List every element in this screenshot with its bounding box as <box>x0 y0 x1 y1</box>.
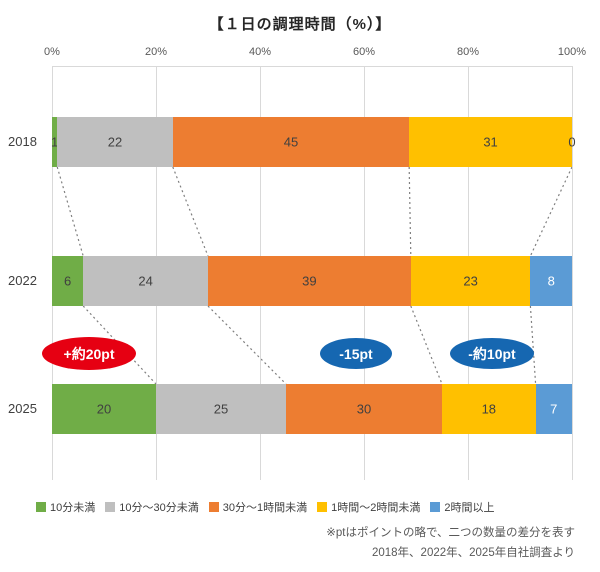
legend-item: 2時間以上 <box>430 499 494 515</box>
bar-segment: 23 <box>410 256 531 306</box>
legend-label: 30分～1時間未満 <box>222 502 308 514</box>
segment-value: 18 <box>481 401 497 417</box>
annotation-badge: -15pt <box>320 338 392 369</box>
bar-segment: 25 <box>156 384 286 434</box>
legend-item: 10分～30分未満 <box>105 499 199 515</box>
footnote-definition: ※ptはポイントの略で、二つの数量の差分を表す <box>326 527 575 539</box>
legend-label: 1時間～2時間未満 <box>331 502 421 514</box>
segment-value: 1 <box>51 134 59 150</box>
segment-value: 31 <box>483 134 498 150</box>
bar-segment: 18 <box>442 384 536 434</box>
legend-label: 2時間以上 <box>444 502 495 514</box>
legend-swatch <box>317 502 328 512</box>
bar-segment: 31 <box>409 117 572 167</box>
bar-2022: 6 24 39 23 8 <box>52 256 572 306</box>
legend-item: 30分～1時間未満 <box>208 499 308 515</box>
category-label: 2022 <box>8 273 37 288</box>
legend-swatch <box>208 502 219 512</box>
bar-segment: 7 <box>535 384 572 434</box>
chart-title: 【１日の調理時間（%）】 <box>208 16 392 33</box>
legend-label: 10分～30分未満 <box>119 502 199 514</box>
segment-value: 23 <box>463 273 478 289</box>
segment-value: 24 <box>138 273 153 289</box>
footnote-source: 2018年、2022年、2025年自社調査より <box>371 547 575 560</box>
segment-value: 6 <box>63 273 72 289</box>
axis-tick-label: 40% <box>248 46 272 58</box>
segment-value: 22 <box>107 134 123 150</box>
segment-value: 45 <box>283 134 299 150</box>
bar-segment: 1 <box>51 117 59 167</box>
segment-value: 7 <box>550 401 558 417</box>
gridline <box>572 66 573 480</box>
segment-value: 8 <box>547 273 555 289</box>
bar-segment: 30 <box>286 384 442 434</box>
axis-tick-label: 60% <box>352 46 376 58</box>
segment-value: 0 <box>568 134 576 150</box>
legend-item: 10分未満 <box>36 499 95 515</box>
category-label: 2025 <box>8 401 37 416</box>
bar-segment: 24 <box>83 256 208 306</box>
bar-segment: 22 <box>57 117 173 167</box>
segment-value: 20 <box>96 401 112 417</box>
x-axis-line <box>52 66 572 67</box>
segment-value: 25 <box>213 401 229 417</box>
bar-segment: 39 <box>208 256 411 306</box>
bar-2018: 1 22 45 31 0 <box>51 117 576 167</box>
legend-item: 1時間～2時間未満 <box>317 499 420 515</box>
bar-2025: 20 25 30 18 7 <box>52 384 572 434</box>
legend-swatch <box>105 502 116 512</box>
axis-tick-label: 20% <box>144 46 168 58</box>
annotation-badge: -約10pt <box>450 338 534 369</box>
legend-swatch <box>430 502 441 512</box>
category-label: 2018 <box>8 134 37 149</box>
annotation-badge: +約20pt <box>42 337 136 370</box>
bar-segment: 6 <box>52 256 84 306</box>
bar-segment: 45 <box>172 117 410 167</box>
legend: 10分未満 10分～30分未満 30分～1時間未満 1時間～2時間未満 2時間以上 <box>36 499 494 515</box>
legend-label: 10分未満 <box>50 502 96 514</box>
segment-value: 39 <box>302 273 317 289</box>
axis-tick-label: 0% <box>44 46 60 58</box>
axis-tick-label: 100% <box>557 46 587 58</box>
axis-tick-label: 80% <box>456 46 480 58</box>
legend-swatch <box>36 502 46 512</box>
footnotes: ※ptはポイントの略で、二つの数量の差分を表す 2018年、2022年、2025… <box>326 523 575 563</box>
bar-segment: 8 <box>530 256 572 306</box>
segment-value: 30 <box>356 401 372 417</box>
bar-segment: 20 <box>52 384 156 434</box>
